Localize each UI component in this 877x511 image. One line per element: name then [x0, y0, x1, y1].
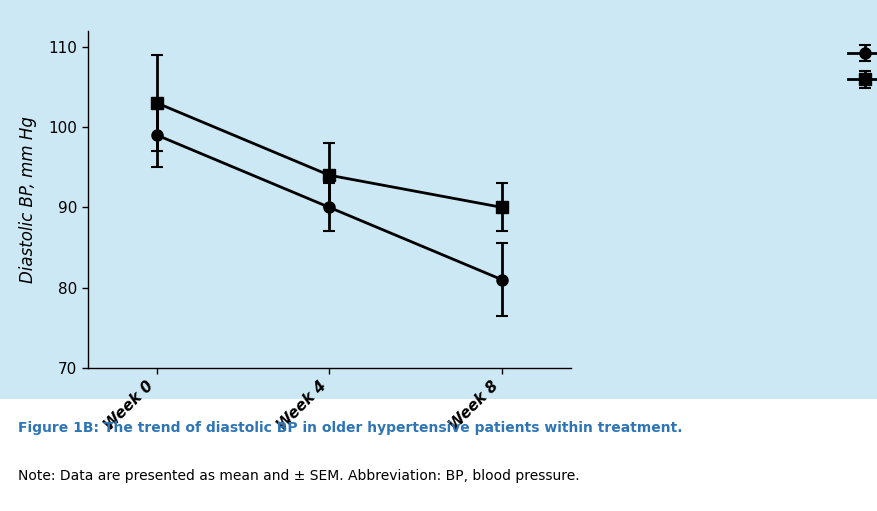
Text: Figure 1B: The trend of diastolic BP in older hypertensive patients within treat: Figure 1B: The trend of diastolic BP in … [18, 421, 681, 435]
Y-axis label: Diastolic BP, mm Hg: Diastolic BP, mm Hg [19, 116, 38, 283]
Text: Note: Data are presented as mean and ± SEM. Abbreviation: BP, blood pressure.: Note: Data are presented as mean and ± S… [18, 469, 579, 483]
Legend: Cohort 1, Cohort 2: Cohort 1, Cohort 2 [840, 39, 877, 97]
